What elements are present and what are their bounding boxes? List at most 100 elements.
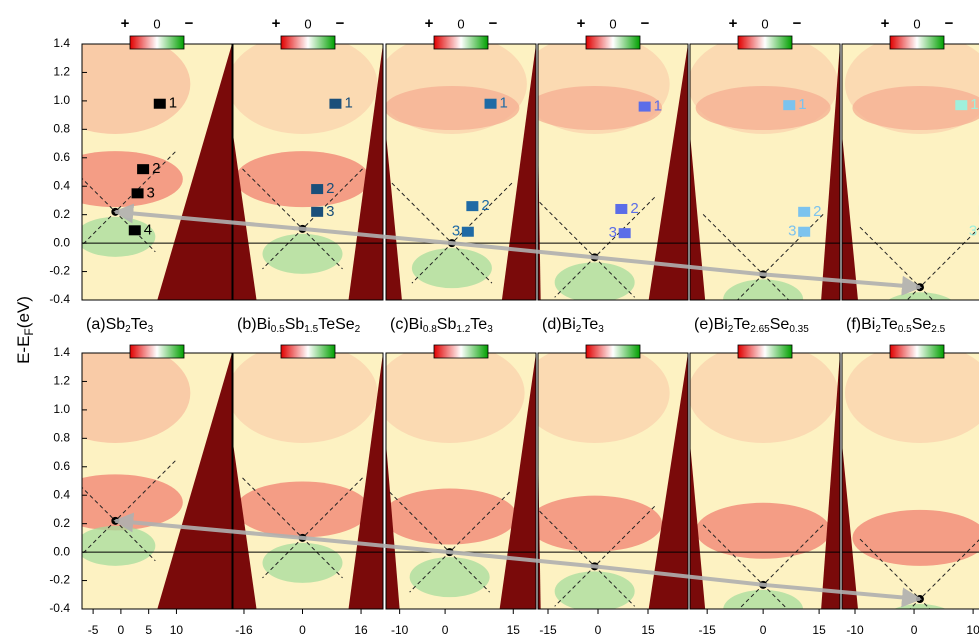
colorbar [129,344,185,359]
colorbar-zero: 0 [913,16,920,31]
x-tick-label: 10 [170,623,184,637]
panel-letter: (c) [390,316,409,333]
marker-label: 2 [481,197,489,214]
colorbar-plus: + [729,15,738,32]
band-edge [73,443,82,609]
marker [311,206,324,217]
dirac-cone [82,486,156,562]
formula-subscript: 3 [148,324,154,335]
intensity-band [235,151,371,208]
intensity-top [538,44,670,134]
intensity-band [695,86,831,130]
marker-label: 3 [326,203,334,220]
colorbar-minus: − [489,15,498,32]
y-label-main: E-E [14,336,33,364]
y-tick-label: -0.2 [49,573,70,587]
intensity-top [82,44,191,134]
marker-label: 3 [147,184,155,201]
y-tick-label: 1.4 [53,36,70,50]
intensity-green [723,279,804,300]
formula-element: Te [131,316,148,333]
marker-label: 2 [326,180,334,197]
y-tick-label: 1.2 [53,65,70,79]
colorbar-minus: − [185,15,194,32]
x-tick-label: 16 [354,623,368,637]
heatmap [538,353,688,609]
formula-subscript: 2 [125,324,131,335]
intensity-green [262,233,343,274]
panel: -15 0 15 [537,344,689,637]
formula-element: Se [912,316,932,333]
colorbar [280,344,336,359]
intensity-top [82,353,191,443]
dirac-cone [909,539,979,609]
y-tick-label: 0.8 [53,122,70,136]
panel-label: (e)Bi2Te2.65Se0.35 [694,316,809,334]
marker-label: 2 [152,160,160,177]
formula-element: Te [733,316,750,333]
formula-subscript: 3 [598,324,604,335]
y-label-sub: F [22,328,36,335]
band-edge [73,134,82,300]
colorbar-plus: + [881,15,890,32]
formula-element: Te [470,316,487,333]
intensity-top [233,44,378,134]
panel: -10 0 15 [385,344,537,637]
colorbar-zero: 0 [304,16,311,31]
colorbar-plus: + [577,15,586,32]
trend-arrow [113,203,922,296]
colorbar [280,35,336,50]
x-tick-label: 0 [911,623,918,637]
formula-subscript: 2.65 [750,324,770,335]
x-tick-label: 0 [595,623,602,637]
y-tick-label: 0.8 [53,431,70,445]
marker-label: 3 [788,223,796,240]
intensity-top [690,353,839,443]
intensity-green [554,571,635,609]
intensity-top [844,353,979,443]
marker [128,225,141,236]
heatmap [538,44,688,300]
panel-letter: (d) [542,316,562,333]
intensity-band [235,481,371,538]
y-label-suffix: (eV) [14,296,33,328]
formula-subscript: 2.5 [931,324,945,335]
formula-subscript: 0.5 [898,324,912,335]
x-tick-label: 0 [760,623,767,637]
intensity-top [844,44,979,134]
marker [137,164,150,175]
dirac-cone [82,151,176,246]
colorbar [889,344,945,359]
intensity-band [386,488,518,545]
y-tick-label: 0.0 [53,544,70,558]
y-tick-label: 0.6 [53,459,70,473]
colorbar-plus: + [121,15,130,32]
dirac-cone [82,177,156,253]
x-tick-label: -15 [539,623,557,637]
intensity-top [233,353,378,443]
colorbar-plus: + [272,15,281,32]
intensity-green [262,542,343,583]
marker [461,226,474,237]
panel-letter: (b) [237,316,257,333]
y-tick-label: 0.0 [53,235,70,249]
marker-label: 1 [344,95,352,112]
formula-subscript: 2 [728,324,734,335]
marker-label: 3 [452,223,460,240]
intensity-band [538,86,663,130]
colorbar [433,35,489,50]
intensity-band [82,151,183,208]
y-tick-label: 0.4 [53,178,70,192]
colorbar-minus: − [336,15,345,32]
marker-label: 3 [609,224,617,241]
intensity-top [386,353,525,443]
x-tick-label: 0 [299,623,306,637]
formula-element: Bi [861,316,875,333]
marker-label: 3 [969,223,977,240]
y-tick-label: -0.4 [49,292,70,306]
formula-subscript: 1.5 [304,324,318,335]
heatmap [386,353,536,609]
x-tick-label: -10 [391,623,409,637]
colorbar [889,35,945,50]
formula-element: Te [881,316,898,333]
